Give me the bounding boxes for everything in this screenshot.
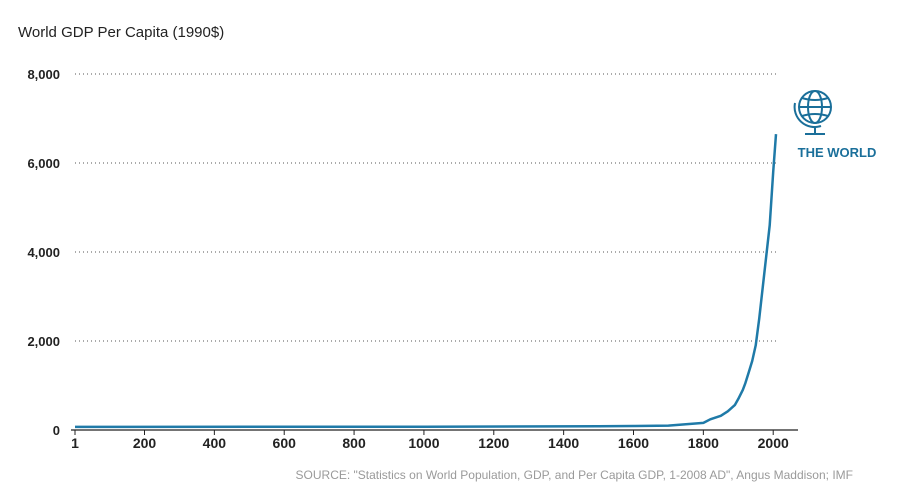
x-tick-label: 1800 (688, 435, 719, 451)
x-tick-label: 1200 (478, 435, 509, 451)
grid-lines (75, 73, 776, 342)
x-tick-label: 400 (203, 435, 227, 451)
world-badge: THE WORLD (793, 90, 877, 160)
x-tick-label: 1000 (408, 435, 439, 451)
y-tick-label: 4,000 (27, 245, 60, 260)
x-axis: 1 200 400 600 800 1000 1200 1400 1600 1800 2000 (71, 429, 798, 451)
y-tick-label: 0 (53, 423, 60, 438)
y-axis-ticks: 0 2,000 4,000 6,000 8,000 (27, 67, 60, 438)
x-tick-label: 200 (133, 435, 157, 451)
x-tick-label: 1 (71, 435, 79, 451)
y-tick-label: 8,000 (27, 67, 60, 82)
x-tick-label: 800 (342, 435, 366, 451)
series-lines (74, 134, 778, 429)
series-line-world (74, 134, 778, 429)
globe-icon (793, 90, 832, 135)
source-note: SOURCE: "Statistics on World Population,… (295, 468, 853, 482)
y-tick-label: 2,000 (27, 334, 60, 349)
x-tick-label: 600 (273, 435, 297, 451)
badge-label: THE WORLD (798, 145, 877, 160)
x-tick-label: 1400 (548, 435, 579, 451)
x-tick-label: 1600 (618, 435, 649, 451)
chart-title: World GDP Per Capita (1990$) (18, 24, 225, 41)
x-tick-label: 2000 (758, 435, 789, 451)
y-tick-label: 6,000 (27, 156, 60, 171)
